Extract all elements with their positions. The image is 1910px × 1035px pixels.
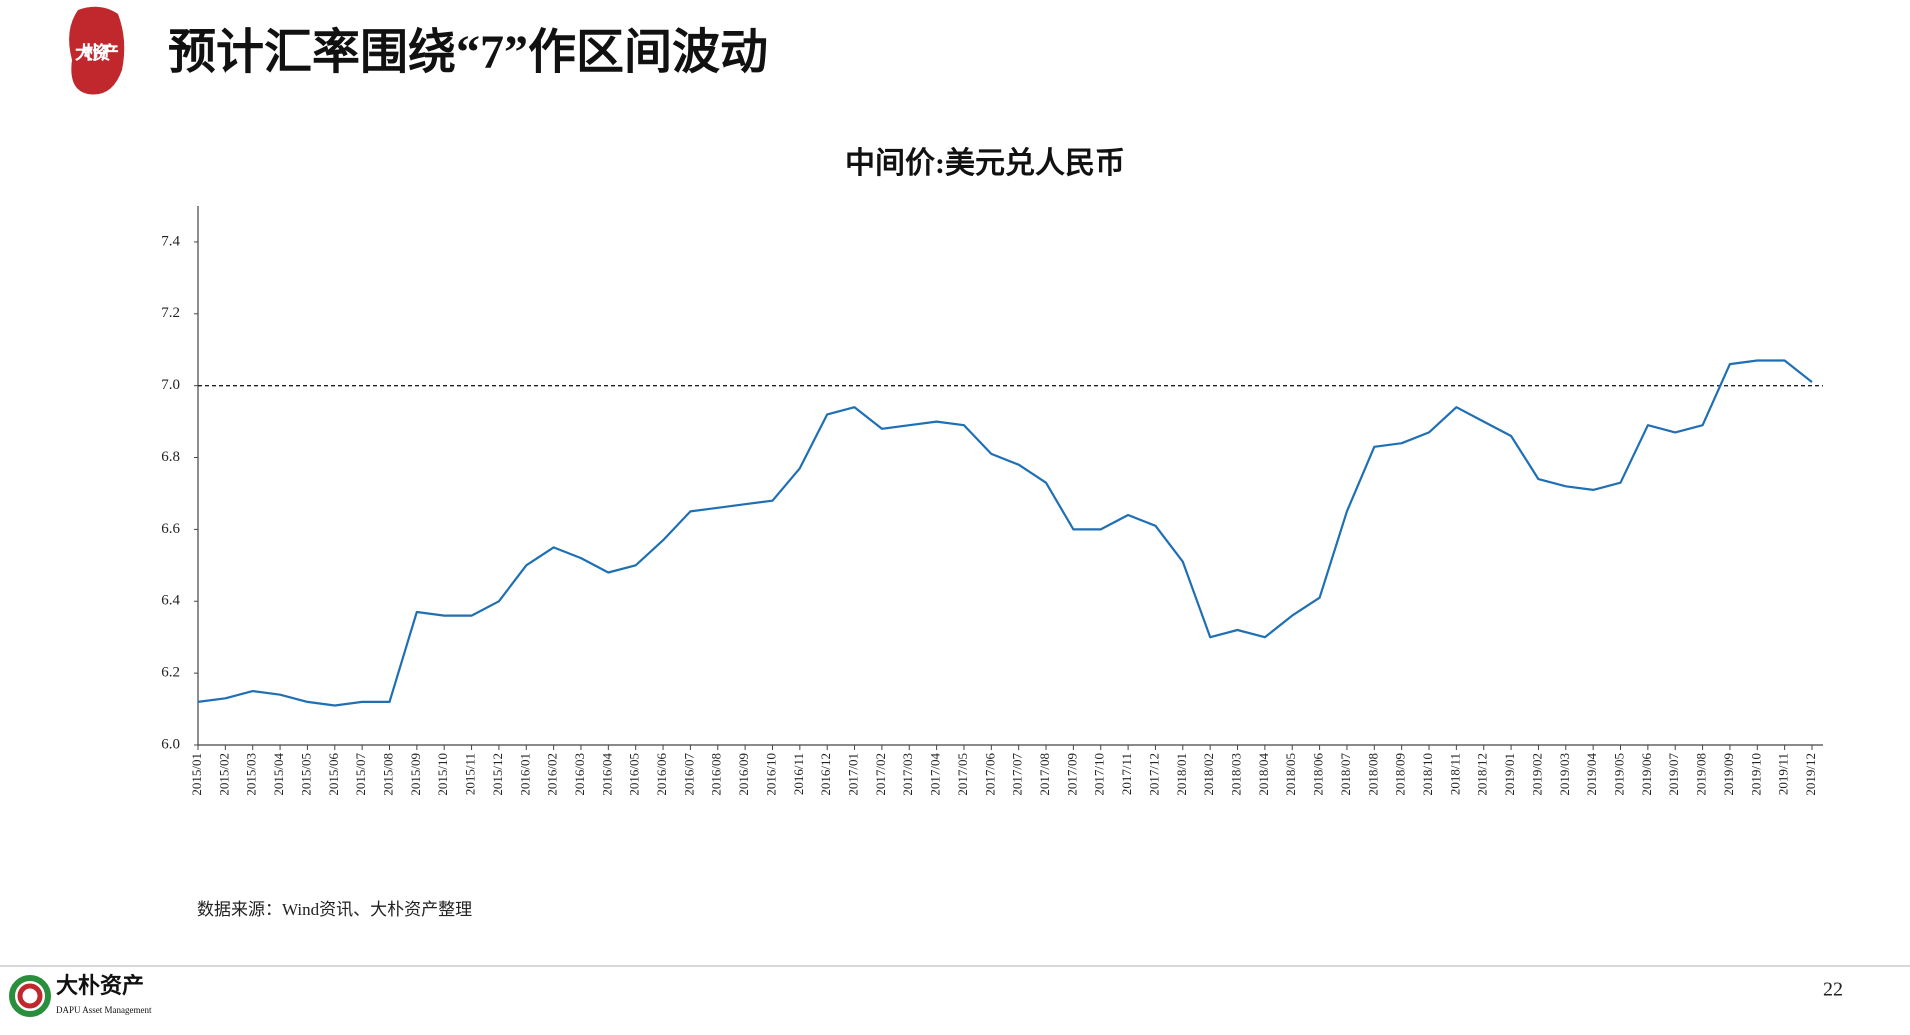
seal-text: 大朴资产 [75,42,119,63]
x-tick-label: 2018/10 [1420,753,1435,796]
x-tick-label: 2016/12 [818,753,833,796]
logo-subtitle: DAPU Asset Management [56,1005,152,1015]
x-tick-label: 2019/07 [1666,753,1681,796]
x-tick-label: 2019/12 [1803,753,1818,796]
x-tick-label: 2017/06 [982,753,997,796]
logo-name: 大朴资产 [56,973,144,998]
x-tick-label: 2019/03 [1557,753,1572,796]
seal-shape [69,6,125,95]
x-tick-label: 2015/06 [326,753,341,796]
x-tick-label: 2015/12 [490,753,505,796]
x-tick-label: 2018/07 [1338,753,1353,796]
y-tick-label: 7.4 [161,233,180,249]
x-tick-label: 2019/09 [1721,753,1736,796]
x-tick-label: 2018/03 [1229,753,1244,796]
x-tick-label: 2015/07 [353,753,368,796]
x-tick-label: 2019/10 [1748,753,1763,796]
x-tick-label: 2016/02 [545,753,560,796]
y-tick-label: 6.4 [161,593,180,609]
page-number: 22 [1823,979,1843,1001]
x-tick-label: 2015/10 [435,753,450,796]
x-tick-label: 2015/05 [298,753,313,796]
x-tick-label: 2017/11 [1119,753,1134,795]
x-tick-label: 2015/08 [380,753,395,796]
x-tick-label: 2017/05 [955,753,970,796]
x-tick-label: 2015/11 [463,753,478,795]
slide-title: 预计汇率围绕“7”作区间波动 [168,26,768,79]
x-tick-label: 2015/02 [216,753,231,796]
x-tick-label: 2017/01 [846,753,861,796]
y-tick-label: 6.2 [161,665,180,681]
x-tick-label: 2017/04 [928,753,943,796]
y-tick-label: 7.0 [161,377,180,393]
x-tick-label: 2019/02 [1529,753,1544,796]
x-tick-label: 2017/02 [873,753,888,796]
x-tick-label: 2016/11 [791,753,806,795]
x-tick-label: 2017/08 [1037,753,1052,796]
chart-title: 中间价:美元兑人民币 [845,146,1125,180]
x-tick-label: 2015/01 [189,753,204,796]
x-tick-label: 2018/02 [1201,753,1216,796]
x-tick-label: 2016/01 [517,753,532,796]
plot: 6.0 6.2 6.4 6.6 6.8 7.0 7.2 7.4 2015/01 2015/02 20… [161,206,1823,796]
x-tick-label: 2015/03 [244,753,259,796]
logo-ring-inner [17,983,43,1009]
x-tick-label: 2019/04 [1584,753,1599,796]
x-tick-label: 2017/07 [1010,753,1025,796]
y-tick-label: 6.6 [161,521,180,537]
x-tick-label: 2016/05 [627,753,642,796]
y-tick-label: 6.8 [161,449,180,465]
x-tick-label: 2015/09 [408,753,423,796]
x-tick-label: 2016/08 [709,753,724,796]
x-tick-label: 2019/11 [1776,753,1791,795]
series-line [197,359,1813,707]
x-tick-label: 2016/06 [654,753,669,796]
x-tick-label: 2016/03 [572,753,587,796]
y-tick-label: 6.0 [161,736,180,752]
x-tick-label: 2016/04 [599,753,614,796]
x-tick-label: 2018/05 [1283,753,1298,796]
x-tick-label: 2019/05 [1611,753,1626,796]
x-tick-label: 2018/09 [1393,753,1408,796]
x-tick-label: 2017/09 [1064,753,1079,796]
x-tick-label: 2016/10 [763,753,778,796]
x-tick-label: 2017/03 [900,753,915,796]
x-tick-label: 2019/06 [1639,753,1654,796]
x-tick-label: 2018/12 [1475,753,1490,796]
x-tick-label: 2016/07 [681,753,696,796]
x-tick-label: 2017/10 [1092,753,1107,796]
x-tick-label: 2018/08 [1365,753,1380,796]
x-tick-label: 2018/11 [1447,753,1462,795]
x-tick-label: 2015/04 [271,753,286,796]
x-tick-label: 2019/08 [1694,753,1709,796]
x-tick-label: 2016/09 [736,753,751,796]
x-tick-label: 2019/01 [1502,753,1517,796]
source-note: 数据来源：Wind资讯、大朴资产整理 [197,900,472,919]
y-tick-label: 7.2 [161,305,180,321]
x-tick-label: 2018/06 [1311,753,1326,796]
x-tick-label: 2018/04 [1256,753,1271,796]
x-tick-label: 2017/12 [1146,753,1161,796]
logo-ring [9,975,51,1017]
x-tick-label: 2018/01 [1174,753,1189,796]
